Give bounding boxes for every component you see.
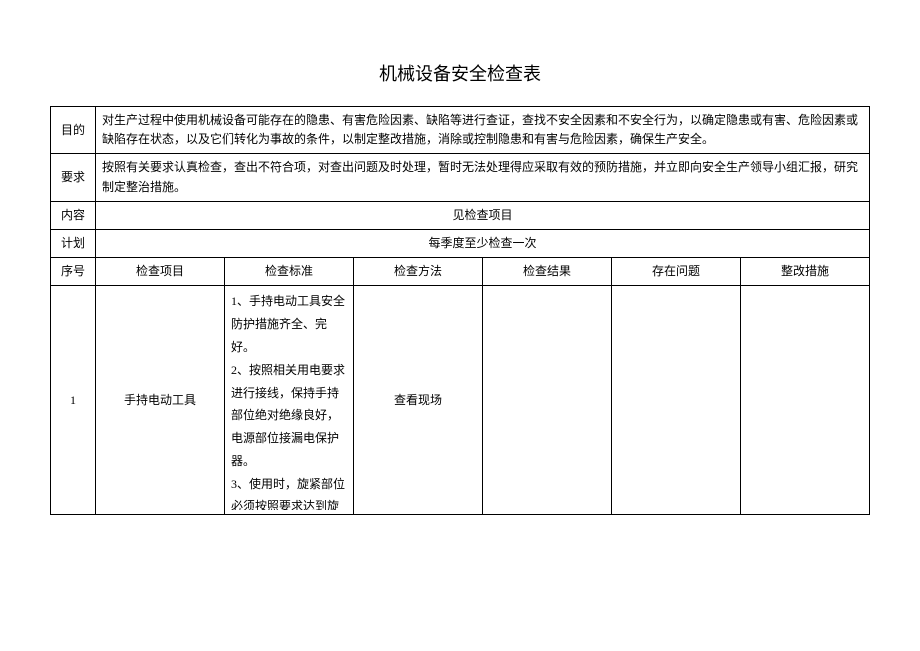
label-plan: 计划	[51, 229, 96, 257]
text-content: 见检查项目	[96, 201, 870, 229]
text-requirement: 按照有关要求认真检查，查出不符合项，对查出问题及时处理，暂时无法处理得应采取有效…	[96, 154, 870, 201]
text-purpose: 对生产过程中使用机械设备可能存在的隐患、有害危险因素、缺陷等进行查证，查找不安全…	[96, 107, 870, 154]
cell-method: 查看现场	[354, 286, 483, 515]
col-measure: 整改措施	[741, 258, 870, 286]
col-no: 序号	[51, 258, 96, 286]
col-problem: 存在问题	[612, 258, 741, 286]
standard-line: 1、手持电动工具安全防护措施齐全、完好。	[231, 290, 347, 358]
row-content: 内容 见检查项目	[51, 201, 870, 229]
col-standard: 检查标准	[225, 258, 354, 286]
col-result: 检查结果	[483, 258, 612, 286]
row-plan: 计划 每季度至少检查一次	[51, 229, 870, 257]
col-method: 检查方法	[354, 258, 483, 286]
page-title: 机械设备安全检查表	[50, 60, 870, 86]
cell-no: 1	[51, 286, 96, 515]
standard-line: 3、使用时，旋紧部位必须按照要求达到旋紧力进行紧固，不得出现松懈甩出、用力过大紧…	[231, 473, 347, 511]
label-requirement: 要求	[51, 154, 96, 201]
row-purpose: 目的 对生产过程中使用机械设备可能存在的隐患、有害危险因素、缺陷等进行查证，查找…	[51, 107, 870, 154]
cell-result	[483, 286, 612, 515]
label-purpose: 目的	[51, 107, 96, 154]
inspection-table: 目的 对生产过程中使用机械设备可能存在的隐患、有害危险因素、缺陷等进行查证，查找…	[50, 106, 870, 515]
cell-standard: 1、手持电动工具安全防护措施齐全、完好。2、按照相关用电要求进行接线，保持手持部…	[225, 286, 354, 515]
cell-item: 手持电动工具	[96, 286, 225, 515]
column-header-row: 序号 检查项目 检查标准 检查方法 检查结果 存在问题 整改措施	[51, 258, 870, 286]
row-requirement: 要求 按照有关要求认真检查，查出不符合项，对查出问题及时处理，暂时无法处理得应采…	[51, 154, 870, 201]
text-plan: 每季度至少检查一次	[96, 229, 870, 257]
col-item: 检查项目	[96, 258, 225, 286]
cell-measure	[741, 286, 870, 515]
standard-line: 2、按照相关用电要求进行接线，保持手持部位绝对绝缘良好，电源部位接漏电保护器。	[231, 359, 347, 473]
table-row: 1 手持电动工具 1、手持电动工具安全防护措施齐全、完好。2、按照相关用电要求进…	[51, 286, 870, 515]
label-content: 内容	[51, 201, 96, 229]
cell-problem	[612, 286, 741, 515]
